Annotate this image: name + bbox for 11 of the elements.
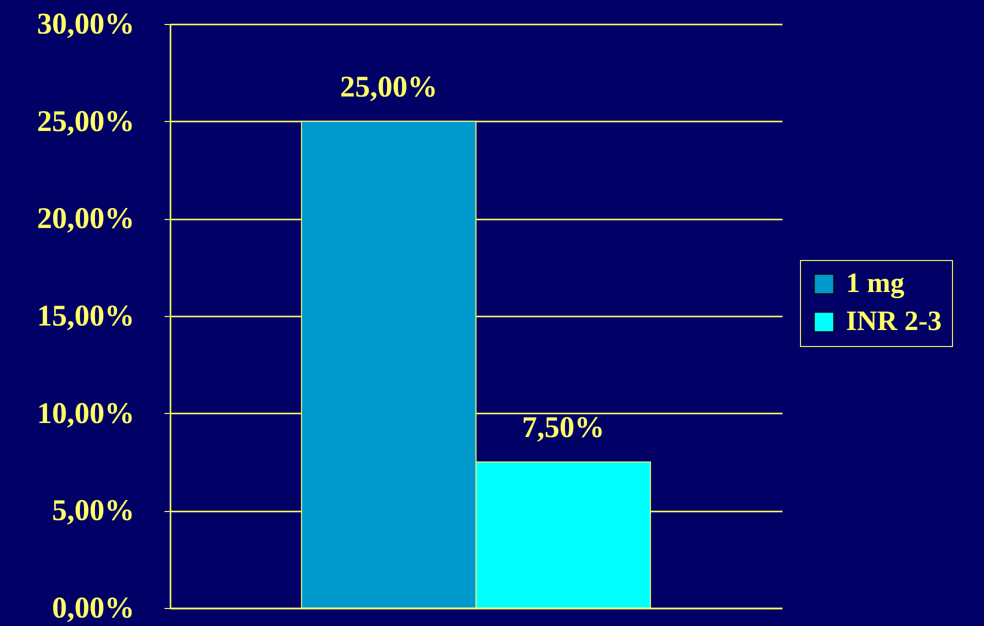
y-tick-label: 20,00% xyxy=(37,202,134,236)
legend-label: 1 mg xyxy=(846,268,904,299)
data-label: 7,50% xyxy=(522,411,604,444)
y-tick-label: 5,00% xyxy=(52,494,134,528)
data-label: 25,00% xyxy=(340,70,438,104)
y-tick-label: 25,00% xyxy=(37,104,134,138)
legend-label: INR 2-3 xyxy=(846,306,942,337)
y-tick-label: 0,00% xyxy=(52,592,134,624)
y-tick-label: 30,00% xyxy=(37,8,134,40)
y-tick-label: 15,00% xyxy=(37,300,134,332)
y-tick-label: 10,00% xyxy=(37,396,134,430)
